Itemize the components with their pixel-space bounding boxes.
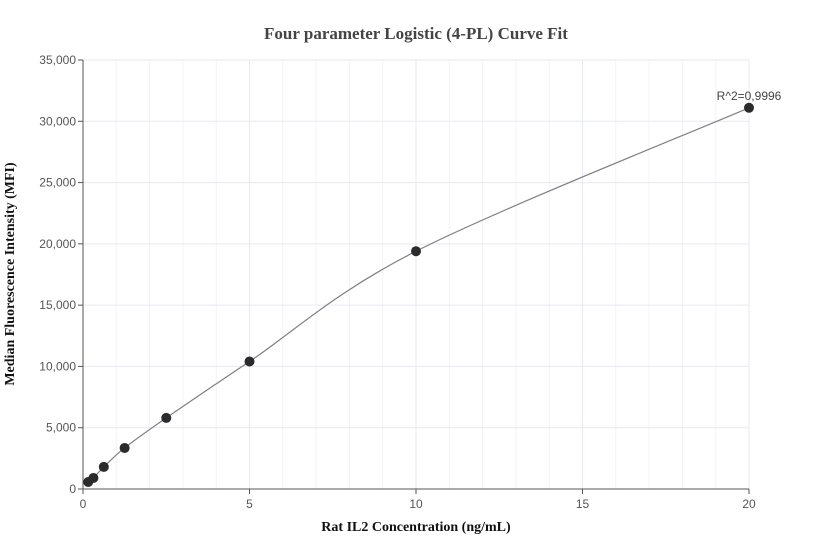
y-tick-label: 0	[69, 482, 76, 496]
fit-curve	[87, 107, 750, 483]
y-tick-label: 5,000	[46, 421, 76, 435]
y-tick-label: 20,000	[39, 237, 76, 251]
data-point	[119, 442, 130, 453]
y-tick-label: 15,000	[39, 298, 76, 312]
data-point	[744, 102, 754, 113]
y-tick-label: 10,000	[39, 359, 76, 373]
x-tick-label: 15	[576, 497, 590, 511]
data-point	[161, 412, 172, 423]
y-axis-label: Median Fluorescence Intensity (MFI)	[3, 162, 18, 386]
data-point	[411, 246, 421, 257]
chart-title: Four parameter Logistic (4-PL) Curve Fit	[264, 24, 568, 43]
data-point	[244, 356, 255, 367]
r-squared-annotation: R^2=0,9996	[717, 89, 782, 103]
x-tick-label: 0	[80, 497, 87, 511]
y-tick-label: 25,000	[39, 176, 76, 190]
x-tick-label: 10	[409, 497, 423, 511]
data-point	[98, 461, 109, 472]
x-tick-label: 5	[246, 497, 253, 511]
data-point	[88, 472, 99, 483]
y-tick-label: 30,000	[39, 114, 76, 128]
x-axis-label: Rat IL2 Concentration (ng/mL)	[321, 520, 511, 535]
x-tick-label: 20	[742, 497, 756, 511]
y-tick-label: 35,000	[39, 53, 76, 67]
